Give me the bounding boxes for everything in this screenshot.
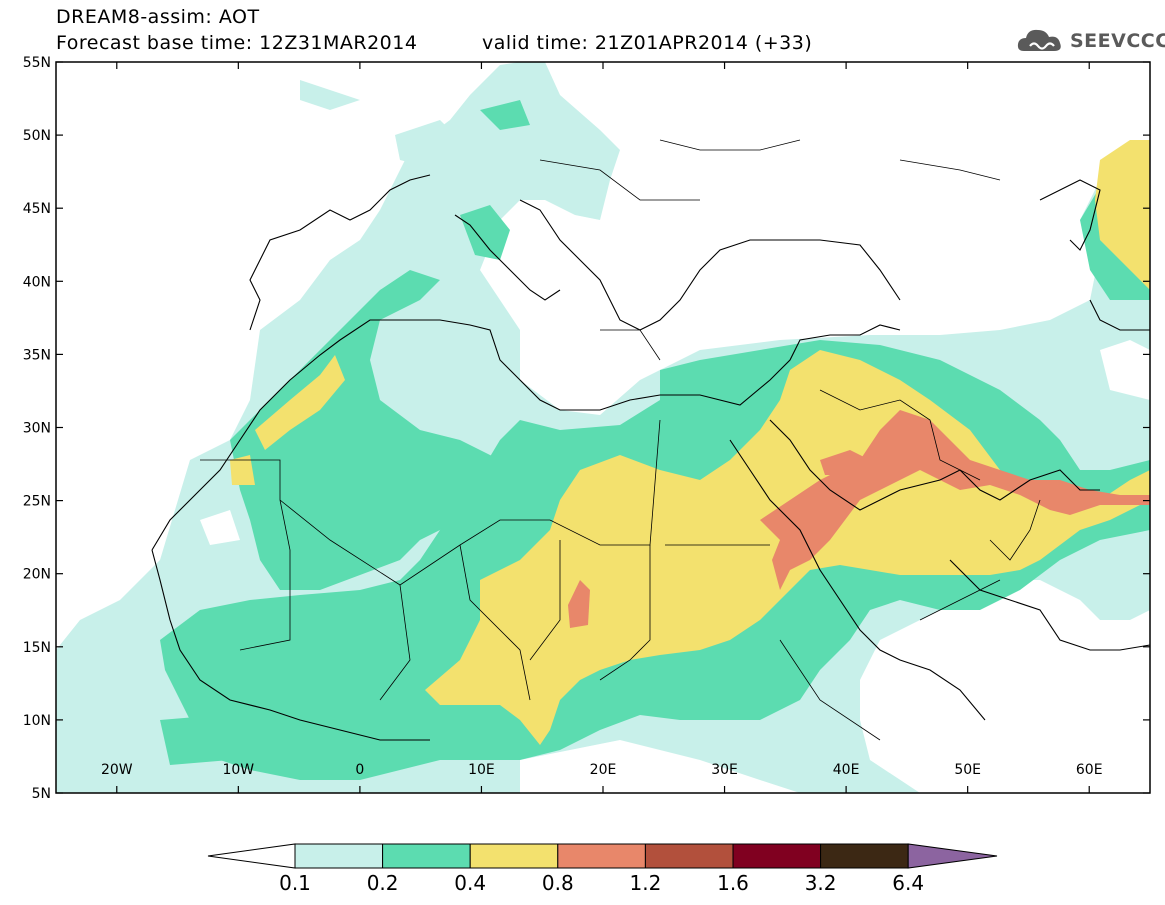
aot-area-0.2 — [230, 270, 500, 590]
aot-area-0.8 — [760, 410, 1150, 590]
colorbar-swatch — [732, 843, 822, 869]
lon-tick-label: 0 — [355, 762, 364, 778]
colorbar-label: 0.1 — [279, 871, 311, 895]
lon-tick-label: 50E — [954, 762, 981, 778]
lon-tick-label: 10E — [468, 762, 495, 778]
lon-tick-label: 20W — [101, 762, 133, 778]
coastlines — [151, 174, 1150, 741]
cloud-icon — [1017, 29, 1061, 51]
lat-tick-label: 55N — [23, 55, 51, 71]
aot-area-0.2 — [460, 205, 510, 260]
lat-tick-label: 30N — [23, 421, 51, 437]
lon-tick-label: 20E — [590, 762, 617, 778]
aot-area-0.8 — [568, 580, 590, 628]
lat-tick-label: 35N — [23, 347, 51, 363]
longitude-axis: 20W 10W 0 10E 20E 30E 40E 50E 60E — [101, 62, 1103, 793]
aot-area-0.8 — [820, 450, 870, 475]
colorbar-label: 0.2 — [367, 871, 399, 895]
lat-tick-label: 15N — [23, 640, 51, 656]
colorbar-arrow-left — [207, 843, 296, 869]
logo-text: SEEVCCC — [1070, 30, 1165, 52]
aot-area-0.2 — [480, 100, 530, 130]
colorbar: 0.1 0.2 0.4 0.8 1.2 1.6 3.2 6.4 — [207, 843, 998, 895]
lat-tick-label: 10N — [23, 713, 51, 729]
colorbar-swatch — [644, 843, 734, 869]
aot-area-0.1 — [395, 120, 470, 180]
lon-tick-label: 40E — [833, 762, 860, 778]
lon-tick-label: 10W — [222, 762, 254, 778]
aot-clear-area — [520, 740, 800, 793]
colorbar-label: 0.8 — [542, 871, 574, 895]
colorbar-swatch — [382, 843, 471, 869]
aot-clear-area — [1100, 340, 1150, 400]
colorbar-swatch — [469, 843, 559, 869]
lon-tick-label: 60E — [1076, 762, 1103, 778]
forecast-base-time: Forecast base time: 12Z31MAR2014 — [56, 32, 418, 54]
lat-tick-label: 20N — [23, 567, 51, 583]
colorbar-swatch — [557, 843, 646, 869]
latitude-axis: 55N 50N 45N 40N 35N 30N 25N 20N 15N 10N 5N — [23, 55, 1150, 800]
colorbar-label: 3.2 — [805, 871, 837, 895]
map-title: DREAM8-assim: AOT — [56, 6, 260, 28]
lat-tick-label: 25N — [23, 494, 51, 510]
colorbar-arrow-right — [907, 843, 998, 869]
aot-clear-area — [860, 580, 1150, 793]
lat-tick-label: 50N — [23, 128, 51, 144]
colorbar-swatch — [820, 843, 909, 869]
colorbar-label: 0.4 — [454, 871, 486, 895]
colorbar-label: 6.4 — [892, 871, 924, 895]
country-borders — [200, 139, 1041, 741]
lat-tick-label: 5N — [32, 786, 51, 800]
valid-time: valid time: 21Z01APR2014 (+33) — [482, 32, 813, 54]
lat-tick-label: 40N — [23, 274, 51, 290]
lon-tick-label: 30E — [711, 762, 738, 778]
aot-area-0.4 — [230, 455, 255, 485]
aot-area-0.1 — [300, 80, 360, 110]
aot-area-0.2 — [160, 715, 230, 765]
aot-area-0.4 — [1095, 140, 1150, 290]
colorbar-swatch — [294, 843, 384, 869]
aot-map: 55N 50N 45N 40N 35N 30N 25N 20N 15N 10N 5N 20W 10W 0… — [23, 55, 1151, 800]
aot-area-0.4 — [255, 355, 345, 450]
aot-clear-area — [200, 510, 240, 545]
colorbar-label: 1.2 — [629, 871, 661, 895]
seevccc-logo: SEEVCCC — [1016, 24, 1165, 56]
lat-tick-label: 45N — [23, 201, 51, 217]
colorbar-label: 1.6 — [717, 871, 749, 895]
